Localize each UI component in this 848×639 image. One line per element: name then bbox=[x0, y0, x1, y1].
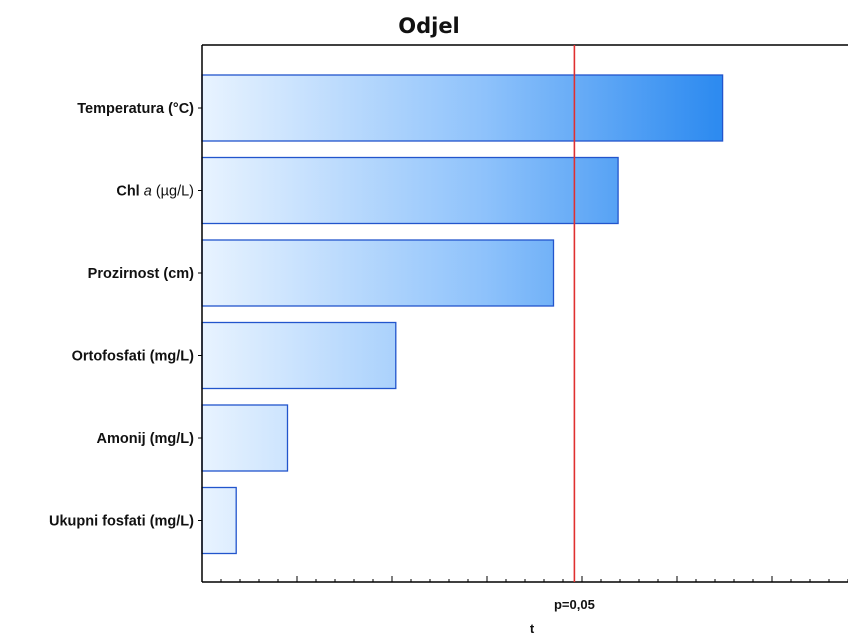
category-label: Chl a (µg/L) bbox=[116, 184, 194, 200]
category-label: Ukupni fosfati (mg/L) bbox=[49, 514, 194, 530]
bar bbox=[201, 74, 724, 142]
bars-group bbox=[201, 74, 724, 555]
bar bbox=[201, 156, 619, 225]
bar bbox=[201, 486, 237, 555]
axis-ticks-group bbox=[198, 107, 848, 582]
category-label: Amonij (mg/L) bbox=[97, 431, 195, 447]
category-labels-group: Temperatura (°C) Chl a (µg/L) Prozirnost (… bbox=[49, 101, 194, 530]
reference-line-label: p=0,05 bbox=[554, 597, 595, 612]
bar bbox=[201, 239, 555, 307]
bar bbox=[201, 404, 289, 472]
category-label: Prozirnost (cm) bbox=[88, 266, 195, 282]
chart-title: Odjel bbox=[398, 14, 460, 38]
category-label: Ortofosfati (mg/L) bbox=[72, 349, 195, 365]
bar bbox=[201, 321, 397, 390]
x-axis-label: t bbox=[530, 621, 535, 636]
category-label: Temperatura (°C) bbox=[77, 101, 194, 117]
